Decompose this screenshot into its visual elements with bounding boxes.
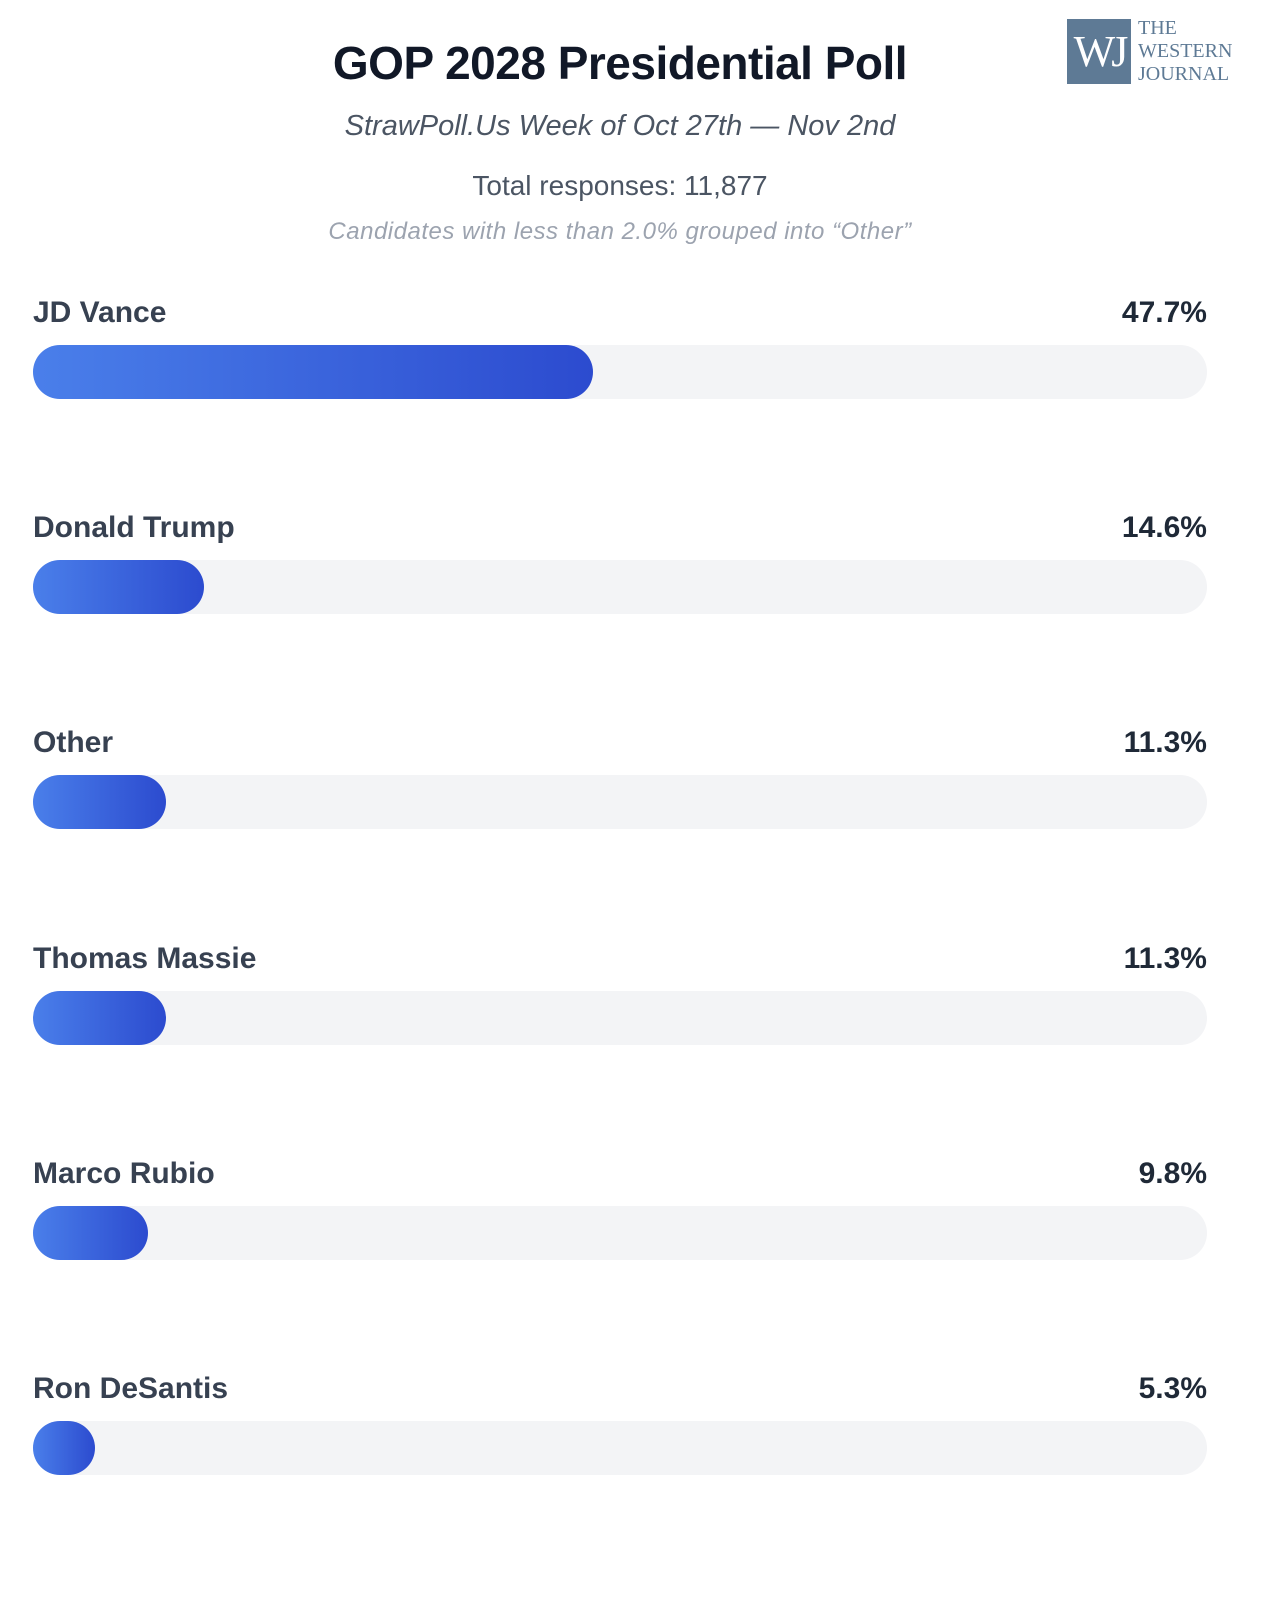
total-responses: Total responses: 11,877 (472, 170, 768, 201)
bar-value-label: 5.3% (1138, 1372, 1207, 1405)
bar (33, 1205, 149, 1260)
bar (33, 990, 166, 1045)
bar-row: Marco Rubio 9.8% (33, 1157, 1207, 1283)
bar-track (33, 560, 1207, 615)
bar-row: Thomas Massie 11.3% (33, 942, 1207, 1068)
bar (33, 775, 166, 830)
bar-row: Donald Trump 14.6% (33, 511, 1207, 637)
bar-value-label: 14.6% (1121, 511, 1207, 545)
bar-label: Other (33, 726, 114, 760)
bar-label: Ron DeSantis (33, 1372, 229, 1405)
bar (33, 345, 593, 399)
western-journal-logo: WJ THE WESTERN JOURNAL (1067, 17, 1232, 86)
bar-track (33, 775, 1207, 830)
bar-track (33, 345, 1207, 399)
bar-label: Thomas Massie (33, 941, 257, 975)
bar (33, 560, 205, 615)
logo-text-line: JOURNAL (1138, 63, 1230, 85)
logo-text-line: THE (1138, 17, 1177, 39)
bar-track (33, 1421, 1207, 1475)
chart-title: GOP 2028 Presidential Poll (332, 37, 908, 89)
grouping-note: Candidates with less than 2.0% grouped i… (328, 218, 912, 245)
logo-text-line: WESTERN (1138, 40, 1233, 62)
bar-track (33, 990, 1207, 1045)
bar (33, 1421, 96, 1475)
bar-row: Other 11.3% (33, 726, 1207, 852)
chart-subtitle: StrawPoll.Us Week of Oct 27th — Nov 2nd (344, 110, 896, 142)
bar-label: Donald Trump (33, 511, 235, 545)
bar-value-label: 47.7% (1121, 296, 1207, 329)
bar-value-label: 11.3% (1123, 941, 1207, 975)
bar-label: Marco Rubio (33, 1156, 215, 1190)
bar-track (33, 1205, 1207, 1260)
bar-row: JD Vance 47.7% (33, 296, 1207, 422)
bar-value-label: 11.3% (1123, 726, 1207, 760)
bar-label: JD Vance (33, 296, 167, 329)
bar-row: Ron DeSantis 5.3% (33, 1372, 1207, 1498)
bar-value-label: 9.8% (1138, 1156, 1207, 1190)
logo-mark: WJ (1067, 19, 1131, 84)
